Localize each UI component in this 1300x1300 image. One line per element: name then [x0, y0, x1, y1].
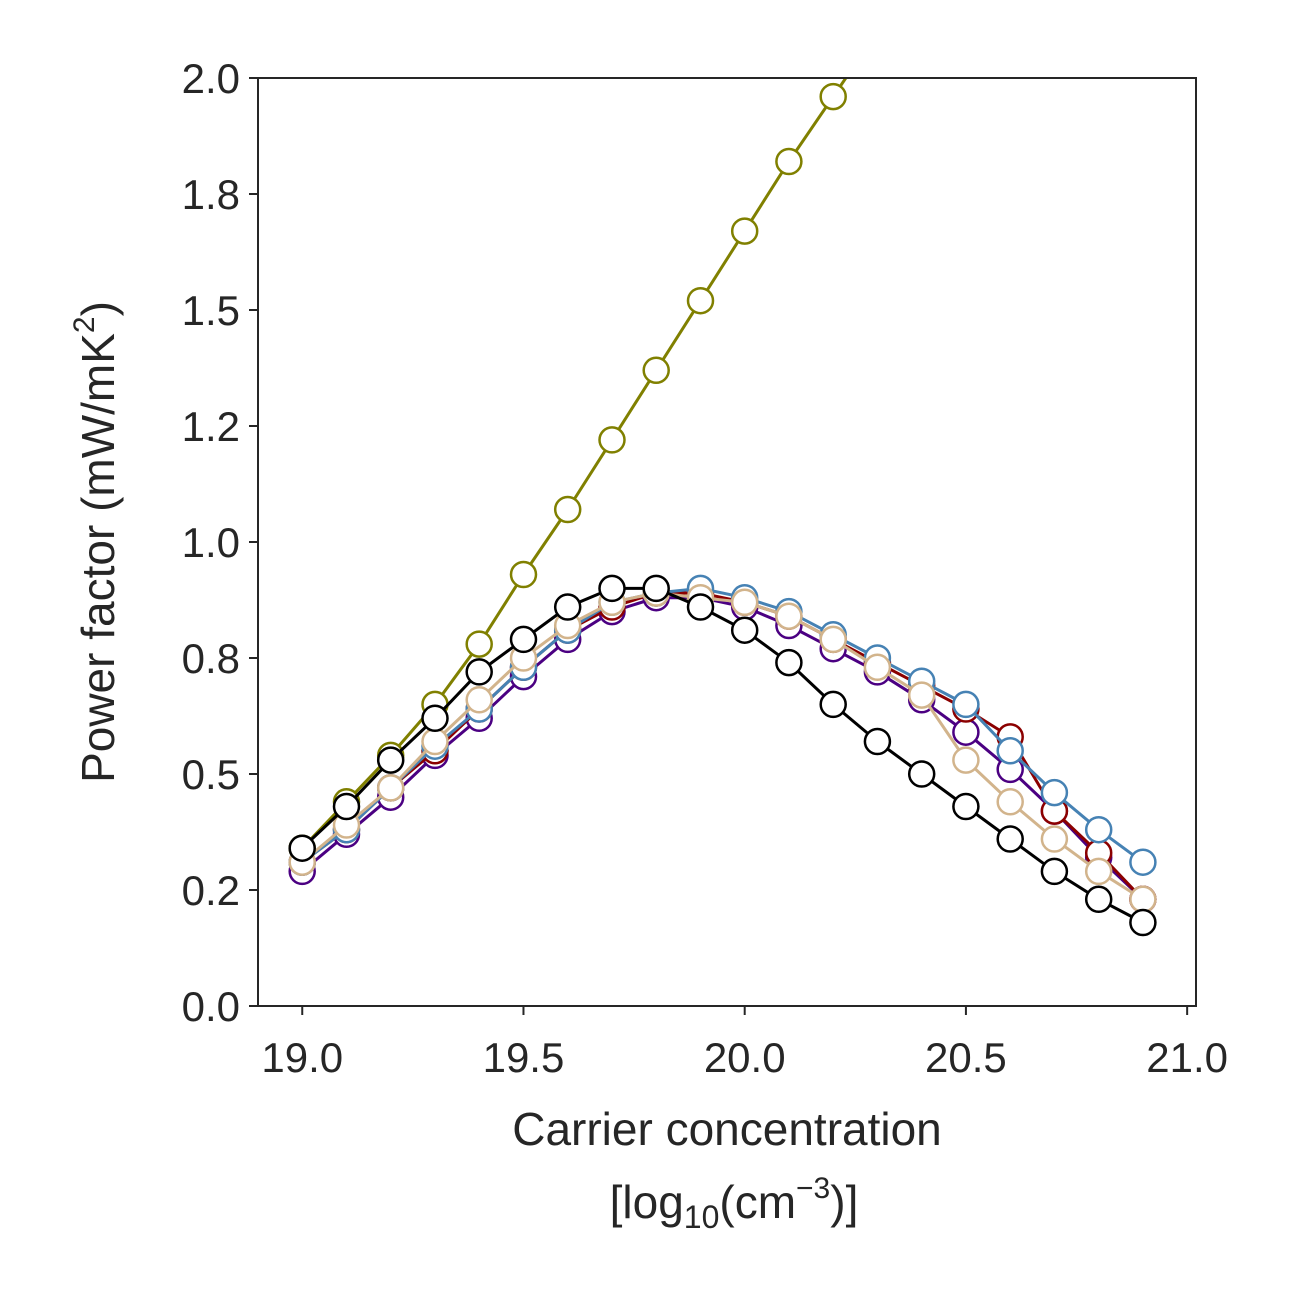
data-point [1084, 885, 1113, 914]
data-point [907, 681, 936, 709]
data-point [819, 625, 847, 654]
x-tick-label: 20.5 [925, 1034, 1007, 1081]
data-point [465, 658, 493, 686]
y-tick-label: 1.8 [182, 171, 240, 218]
x-units-subscript: 10 [684, 1199, 720, 1235]
data-point [907, 760, 936, 788]
series-6 [288, 574, 1157, 937]
data-point [553, 593, 582, 621]
x-units-prefix: [log [610, 1176, 684, 1228]
data-point [952, 718, 980, 746]
x-axis-units: [log10(cm−3)] [610, 1172, 859, 1235]
data-point [865, 19, 890, 44]
data-point [421, 704, 449, 733]
data-point [863, 727, 892, 756]
data-point [1129, 908, 1157, 937]
data-point [288, 834, 316, 862]
y-tick-label: 1.2 [182, 403, 240, 450]
data-point [598, 574, 626, 603]
data-point [730, 616, 759, 644]
data-point [996, 788, 1024, 816]
data-point [952, 690, 980, 719]
data-point [686, 286, 715, 315]
data-point [553, 495, 582, 524]
y-tick-label: 1.5 [182, 287, 240, 334]
data-point [509, 560, 538, 589]
data-point [332, 792, 361, 821]
data-point [1084, 857, 1113, 886]
series-layer [288, 19, 1157, 937]
data-point [775, 602, 803, 630]
x-tick-label: 21.0 [1146, 1034, 1228, 1081]
data-point [996, 825, 1024, 853]
data-point [686, 593, 715, 621]
data-point [1129, 885, 1157, 914]
data-point [421, 727, 449, 756]
data-point [509, 625, 538, 654]
y-tick-label: 0.8 [182, 635, 240, 682]
data-point [642, 356, 670, 385]
data-point [996, 737, 1024, 765]
data-point [952, 746, 980, 774]
data-point [730, 588, 759, 617]
y-axis: 0.0 0.2 0.5 0.8 1.0 1.2 1.5 1.8 2.0 [182, 55, 258, 1030]
x-axis-title: Carrier concentration [512, 1103, 942, 1155]
data-point [1129, 848, 1157, 876]
y-title-main: Power factor (mW/mK [72, 333, 124, 783]
data-point [819, 690, 847, 719]
data-point [775, 648, 803, 677]
data-point [376, 746, 405, 774]
series-3 [288, 579, 1157, 914]
y-tick-label: 2.0 [182, 55, 240, 102]
y-axis-title: Power factor (mW/mK2) [68, 301, 124, 783]
data-point [775, 147, 803, 176]
x-tick-label: 19.5 [483, 1034, 565, 1081]
x-units-mid: (cm [719, 1176, 796, 1228]
data-point [465, 686, 493, 714]
series-4 [288, 574, 1157, 876]
data-point [863, 653, 892, 682]
data-point [465, 630, 493, 658]
series-2 [288, 583, 1157, 914]
x-tick-label: 19.0 [261, 1034, 343, 1081]
x-tick-label: 20.0 [704, 1034, 786, 1081]
x-axis: 19.0 19.5 20.0 20.5 21.0 [261, 1006, 1228, 1081]
y-title-suffix: ) [72, 301, 124, 316]
series-1 [288, 19, 890, 862]
y-tick-label: 1.0 [182, 519, 240, 566]
data-point [819, 82, 847, 111]
y-title-superscript: 2 [68, 316, 101, 333]
y-tick-label: 0.0 [182, 983, 240, 1030]
data-point [1084, 815, 1113, 844]
data-point [376, 774, 405, 802]
data-point [1040, 857, 1069, 886]
data-point [1040, 778, 1069, 807]
data-point [598, 426, 626, 454]
data-point [730, 217, 759, 245]
data-point [642, 574, 670, 603]
y-tick-label: 0.2 [182, 867, 240, 914]
series-5 [288, 579, 1157, 914]
data-point [1040, 825, 1069, 853]
x-units-suffix: )] [830, 1176, 858, 1228]
data-point [952, 792, 980, 821]
x-units-superscript: −3 [796, 1172, 830, 1205]
y-tick-label: 0.5 [182, 751, 240, 798]
